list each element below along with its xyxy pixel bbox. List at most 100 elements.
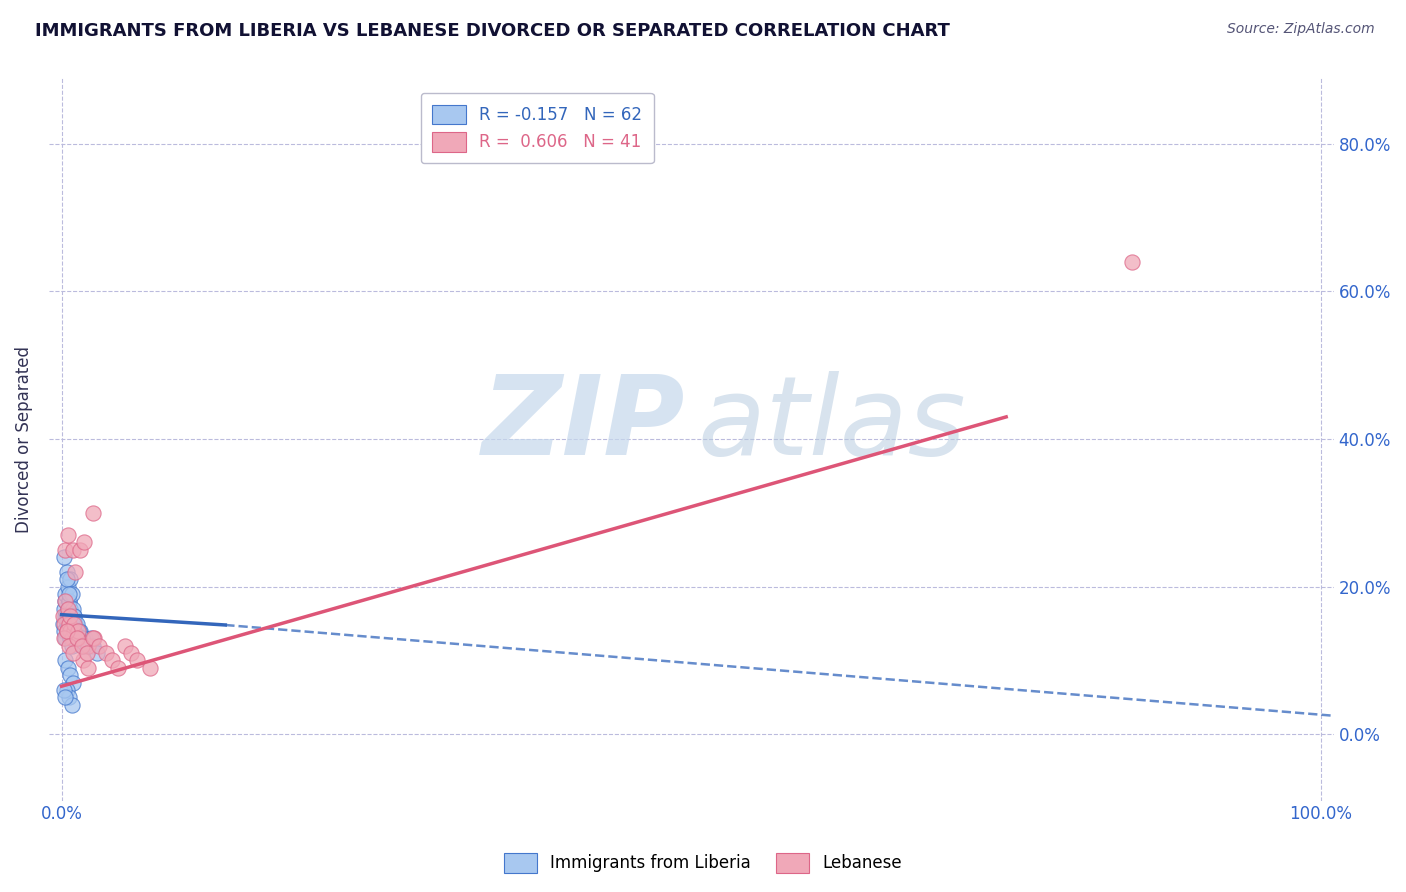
Point bbox=[72, 653, 94, 667]
Point bbox=[60, 698, 83, 712]
Point bbox=[55, 624, 77, 638]
Point bbox=[62, 616, 84, 631]
Point bbox=[138, 661, 160, 675]
Point bbox=[63, 609, 86, 624]
Point bbox=[59, 616, 82, 631]
Point bbox=[73, 639, 96, 653]
Point bbox=[66, 632, 89, 646]
Point bbox=[59, 572, 82, 586]
Y-axis label: Divorced or Separated: Divorced or Separated bbox=[15, 345, 32, 533]
Point bbox=[77, 639, 100, 653]
Point bbox=[63, 632, 86, 646]
Point bbox=[101, 653, 124, 667]
Point bbox=[58, 690, 80, 705]
Point bbox=[66, 624, 89, 638]
Point bbox=[67, 624, 90, 638]
Point bbox=[82, 632, 104, 646]
Point bbox=[58, 624, 80, 638]
Point bbox=[60, 632, 83, 646]
Point bbox=[86, 646, 108, 660]
Point bbox=[58, 594, 80, 608]
Point bbox=[52, 609, 75, 624]
Point bbox=[55, 624, 77, 638]
Text: IMMIGRANTS FROM LIBERIA VS LEBANESE DIVORCED OR SEPARATED CORRELATION CHART: IMMIGRANTS FROM LIBERIA VS LEBANESE DIVO… bbox=[35, 22, 950, 40]
Point bbox=[62, 624, 84, 638]
Point bbox=[55, 616, 77, 631]
Text: Source: ZipAtlas.com: Source: ZipAtlas.com bbox=[1227, 22, 1375, 37]
Point bbox=[62, 601, 84, 615]
Point bbox=[77, 661, 100, 675]
Point bbox=[53, 594, 76, 608]
Point bbox=[70, 632, 93, 646]
Point bbox=[53, 653, 76, 667]
Point bbox=[60, 639, 83, 653]
Point bbox=[94, 646, 117, 660]
Point bbox=[55, 565, 77, 579]
Point bbox=[59, 668, 82, 682]
Point bbox=[66, 624, 89, 638]
Point bbox=[53, 682, 76, 697]
Point bbox=[56, 609, 79, 624]
Point bbox=[58, 616, 80, 631]
Point bbox=[56, 601, 79, 615]
Point bbox=[89, 639, 111, 653]
Point bbox=[76, 646, 98, 660]
Point bbox=[55, 609, 77, 624]
Point bbox=[66, 632, 89, 646]
Point bbox=[120, 646, 142, 660]
Point bbox=[53, 616, 76, 631]
Point bbox=[59, 624, 82, 638]
Point bbox=[82, 639, 104, 653]
Point bbox=[56, 616, 79, 631]
Point bbox=[60, 609, 83, 624]
Point bbox=[73, 535, 96, 549]
Point bbox=[72, 639, 94, 653]
Point bbox=[60, 624, 83, 638]
Point bbox=[58, 609, 80, 624]
Point bbox=[62, 542, 84, 557]
Point bbox=[53, 690, 76, 705]
Point bbox=[77, 639, 100, 653]
Point bbox=[69, 542, 91, 557]
Text: atlas: atlas bbox=[697, 371, 966, 478]
Point bbox=[53, 624, 76, 638]
Point bbox=[53, 587, 76, 601]
Point bbox=[55, 682, 77, 697]
Point bbox=[65, 565, 87, 579]
Point bbox=[65, 624, 87, 638]
Point bbox=[83, 632, 105, 646]
Point bbox=[53, 609, 76, 624]
Point bbox=[55, 572, 77, 586]
Point bbox=[70, 639, 93, 653]
Point bbox=[62, 646, 84, 660]
Point bbox=[58, 639, 80, 653]
Point bbox=[53, 632, 76, 646]
Point bbox=[56, 528, 79, 542]
Point bbox=[60, 587, 83, 601]
Point bbox=[59, 609, 82, 624]
Point bbox=[59, 601, 82, 615]
Point bbox=[65, 616, 87, 631]
Point bbox=[53, 594, 76, 608]
Point bbox=[53, 542, 76, 557]
Point bbox=[56, 661, 79, 675]
Point bbox=[114, 639, 136, 653]
Point bbox=[56, 580, 79, 594]
Point bbox=[75, 632, 97, 646]
Point bbox=[63, 609, 86, 624]
Point bbox=[53, 550, 76, 565]
Point bbox=[107, 661, 129, 675]
Point bbox=[58, 594, 80, 608]
Point bbox=[70, 632, 93, 646]
Legend: R = -0.157   N = 62, R =  0.606   N = 41: R = -0.157 N = 62, R = 0.606 N = 41 bbox=[420, 93, 654, 163]
Point bbox=[62, 675, 84, 690]
Point bbox=[69, 624, 91, 638]
Point bbox=[63, 624, 86, 638]
Point bbox=[52, 616, 75, 631]
Point bbox=[53, 601, 76, 615]
Point bbox=[79, 632, 101, 646]
Point bbox=[59, 632, 82, 646]
Point bbox=[63, 616, 86, 631]
Point bbox=[127, 653, 149, 667]
Point bbox=[66, 616, 89, 631]
